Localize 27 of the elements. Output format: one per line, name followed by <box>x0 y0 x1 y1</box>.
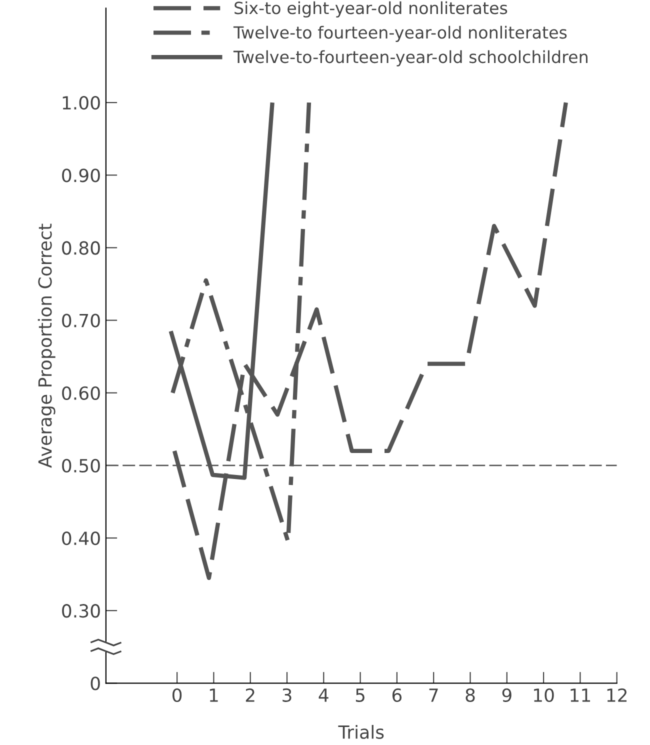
legend-label: Twelve-to fourteen-year-old nonliterates <box>233 26 567 42</box>
x-tick-label: 12 <box>607 688 627 702</box>
x-tick-label: 6 <box>392 688 402 702</box>
x-tick-label: 3 <box>282 688 292 702</box>
y-tick-label: 0.60 <box>62 386 100 400</box>
y-tick-label: 0.30 <box>62 604 100 618</box>
x-axis-title: Trials <box>338 724 384 739</box>
legend-label: Six-to eight-year-old nonliterates <box>234 1 508 18</box>
y-tick-label: 0 <box>90 676 100 690</box>
legend-label: Twelve-to-fourteen-year-old schoolchildren <box>233 50 588 66</box>
y-tick-label: 0.50 <box>62 458 100 473</box>
x-tick-label: 0 <box>172 688 182 702</box>
x-tick-label: 11 <box>570 688 590 702</box>
y-tick-label: 0.40 <box>62 531 100 546</box>
x-tick-label: 8 <box>466 688 475 702</box>
y-tick-label: 0.70 <box>62 314 100 328</box>
x-tick-label: 7 <box>429 688 438 702</box>
x-tick-label: 5 <box>356 688 364 702</box>
x-tick-label: 4 <box>318 688 328 702</box>
x-tick-label: 1 <box>210 688 218 702</box>
y-tick-label: 1.00 <box>62 96 100 110</box>
y-tick-label: 0.90 <box>62 168 100 182</box>
x-tick-label: 10 <box>534 688 554 702</box>
y-tick-label: 0.80 <box>62 241 100 255</box>
x-tick-label: 2 <box>246 688 254 702</box>
x-tick-label: 9 <box>502 688 512 702</box>
y-axis-title: Average Proportion Correct <box>38 224 56 468</box>
